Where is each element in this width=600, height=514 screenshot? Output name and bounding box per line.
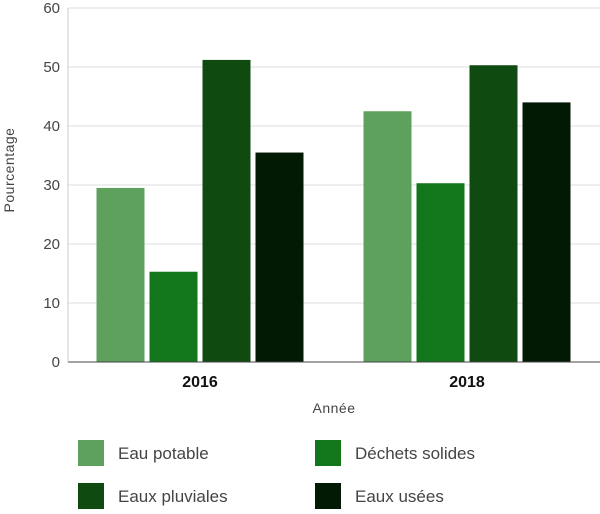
bar-2018-eau-potable xyxy=(363,111,412,362)
x-axis-title: Année xyxy=(313,400,356,416)
x-category-label: 2018 xyxy=(449,374,485,391)
legend-swatch xyxy=(315,483,341,509)
bar-2016-eau-potable xyxy=(96,187,145,362)
legend-swatch xyxy=(78,483,104,509)
y-axis-ticks: 0 10 20 30 40 50 60 xyxy=(43,0,60,371)
legend-label: Eaux pluviales xyxy=(118,487,228,506)
x-category-label: 2016 xyxy=(182,374,218,391)
legend-swatch xyxy=(315,440,341,466)
gridlines xyxy=(68,7,600,304)
legend-item: Eaux pluviales xyxy=(78,483,228,509)
y-tick-label: 0 xyxy=(52,354,60,371)
y-tick-label: 30 xyxy=(43,177,60,194)
legend-swatch xyxy=(78,440,104,466)
y-tick-label: 10 xyxy=(43,295,60,312)
bar-2018-déchets-solides xyxy=(416,183,465,362)
bar-2018-eaux-pluviales xyxy=(469,65,518,362)
y-axis-title: Pourcentage xyxy=(1,128,17,213)
bar-2016-déchets-solides xyxy=(149,271,198,362)
legend-item: Eau potable xyxy=(78,440,209,466)
legend-item: Eaux usées xyxy=(315,483,444,509)
legend: Eau potable Déchets solides Eaux pluviales… xyxy=(78,440,475,509)
legend-label: Déchets solides xyxy=(355,444,475,463)
y-tick-label: 60 xyxy=(43,0,60,17)
legend-label: Eau potable xyxy=(118,444,209,463)
y-tick-label: 50 xyxy=(43,59,60,76)
bar-2016-eaux-usées xyxy=(255,152,304,362)
legend-label: Eaux usées xyxy=(355,487,444,506)
legend-item: Déchets solides xyxy=(315,440,475,466)
bar-2016-eaux-pluviales xyxy=(202,59,251,363)
y-tick-label: 40 xyxy=(43,118,60,135)
bar-2018-eaux-usées xyxy=(522,102,571,363)
y-tick-label: 20 xyxy=(43,236,60,253)
x-axis-categories: 2016 2018 xyxy=(182,374,485,391)
bars xyxy=(96,59,571,363)
